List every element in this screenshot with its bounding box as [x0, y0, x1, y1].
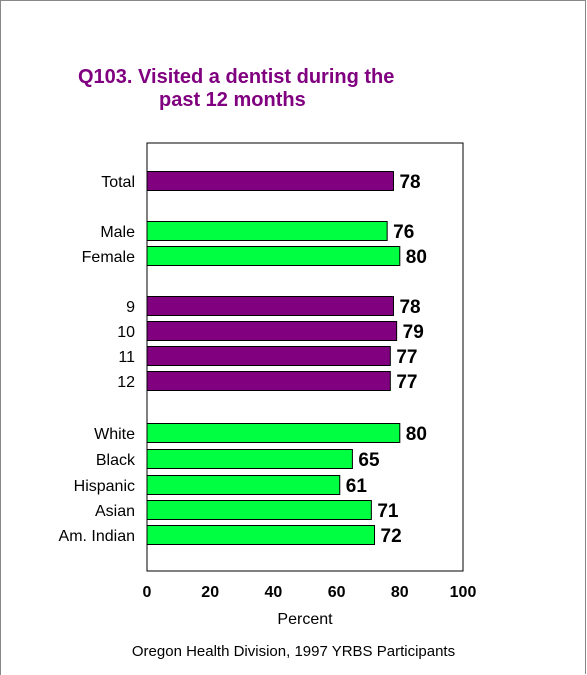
- value-label: 79: [403, 322, 424, 343]
- category-label: Black: [96, 452, 136, 469]
- bar-12: [146, 371, 391, 391]
- category-label: Asian: [95, 503, 135, 520]
- value-label: 77: [396, 347, 417, 368]
- x-axis-label: Percent: [277, 611, 333, 628]
- bar-9: [146, 296, 394, 316]
- category-label: 11: [118, 349, 135, 366]
- bar-total: [146, 171, 394, 191]
- chart-title-line2: past 12 months: [159, 89, 306, 111]
- frame-left-border: [0, 0, 1, 675]
- x-tick-label: 40: [265, 584, 283, 601]
- value-label: 72: [381, 526, 402, 547]
- bar-male: [146, 221, 388, 241]
- value-label: 78: [399, 297, 420, 318]
- value-label: 77: [396, 372, 417, 393]
- value-label: 78: [399, 172, 420, 193]
- value-label: 76: [393, 222, 414, 243]
- x-tick-label: 20: [201, 584, 219, 601]
- bar-am-indian: [146, 525, 376, 545]
- value-label: 71: [377, 501, 399, 522]
- source-note: Oregon Health Division, 1997 YRBS Partic…: [131, 643, 456, 660]
- bar-black: [146, 449, 353, 469]
- value-label: 80: [406, 424, 427, 445]
- category-label: Female: [82, 249, 135, 266]
- category-label: Total: [101, 174, 135, 191]
- category-label: Male: [100, 224, 135, 241]
- value-label: 80: [406, 247, 427, 268]
- value-labels-layer: 78 76 80 78 79 77 77 80 65 61 71 72: [346, 172, 427, 547]
- x-tick-labels-layer: 0 20 40 60 80 100: [143, 584, 477, 601]
- bar-hispanic: [146, 475, 341, 495]
- category-labels-layer: Total Male Female 9 10 11 12 White Black Hispanic…: [59, 174, 136, 545]
- category-label: 10: [117, 324, 135, 341]
- bar-asian: [146, 500, 372, 520]
- category-label: White: [94, 426, 135, 443]
- chart-title-line1: Q103. Visited a dentist during the: [78, 66, 395, 88]
- category-label: 9: [126, 299, 135, 316]
- value-label: 65: [358, 450, 380, 471]
- x-tick-label: 100: [450, 584, 477, 601]
- bar-10: [146, 321, 398, 341]
- bar-white: [146, 423, 401, 443]
- category-label: Hispanic: [74, 478, 135, 495]
- category-label: Am. Indian: [59, 528, 135, 545]
- x-tick-label: 60: [328, 584, 346, 601]
- bar-11: [146, 346, 391, 366]
- x-tick-label: 0: [143, 584, 152, 601]
- category-label: 12: [117, 374, 135, 391]
- bar-female: [146, 246, 401, 266]
- x-tick-label: 80: [391, 584, 409, 601]
- chart-title: Q103. Visited a dentist during the past …: [78, 66, 394, 112]
- value-label: 61: [346, 476, 368, 497]
- bars-layer: [146, 171, 401, 545]
